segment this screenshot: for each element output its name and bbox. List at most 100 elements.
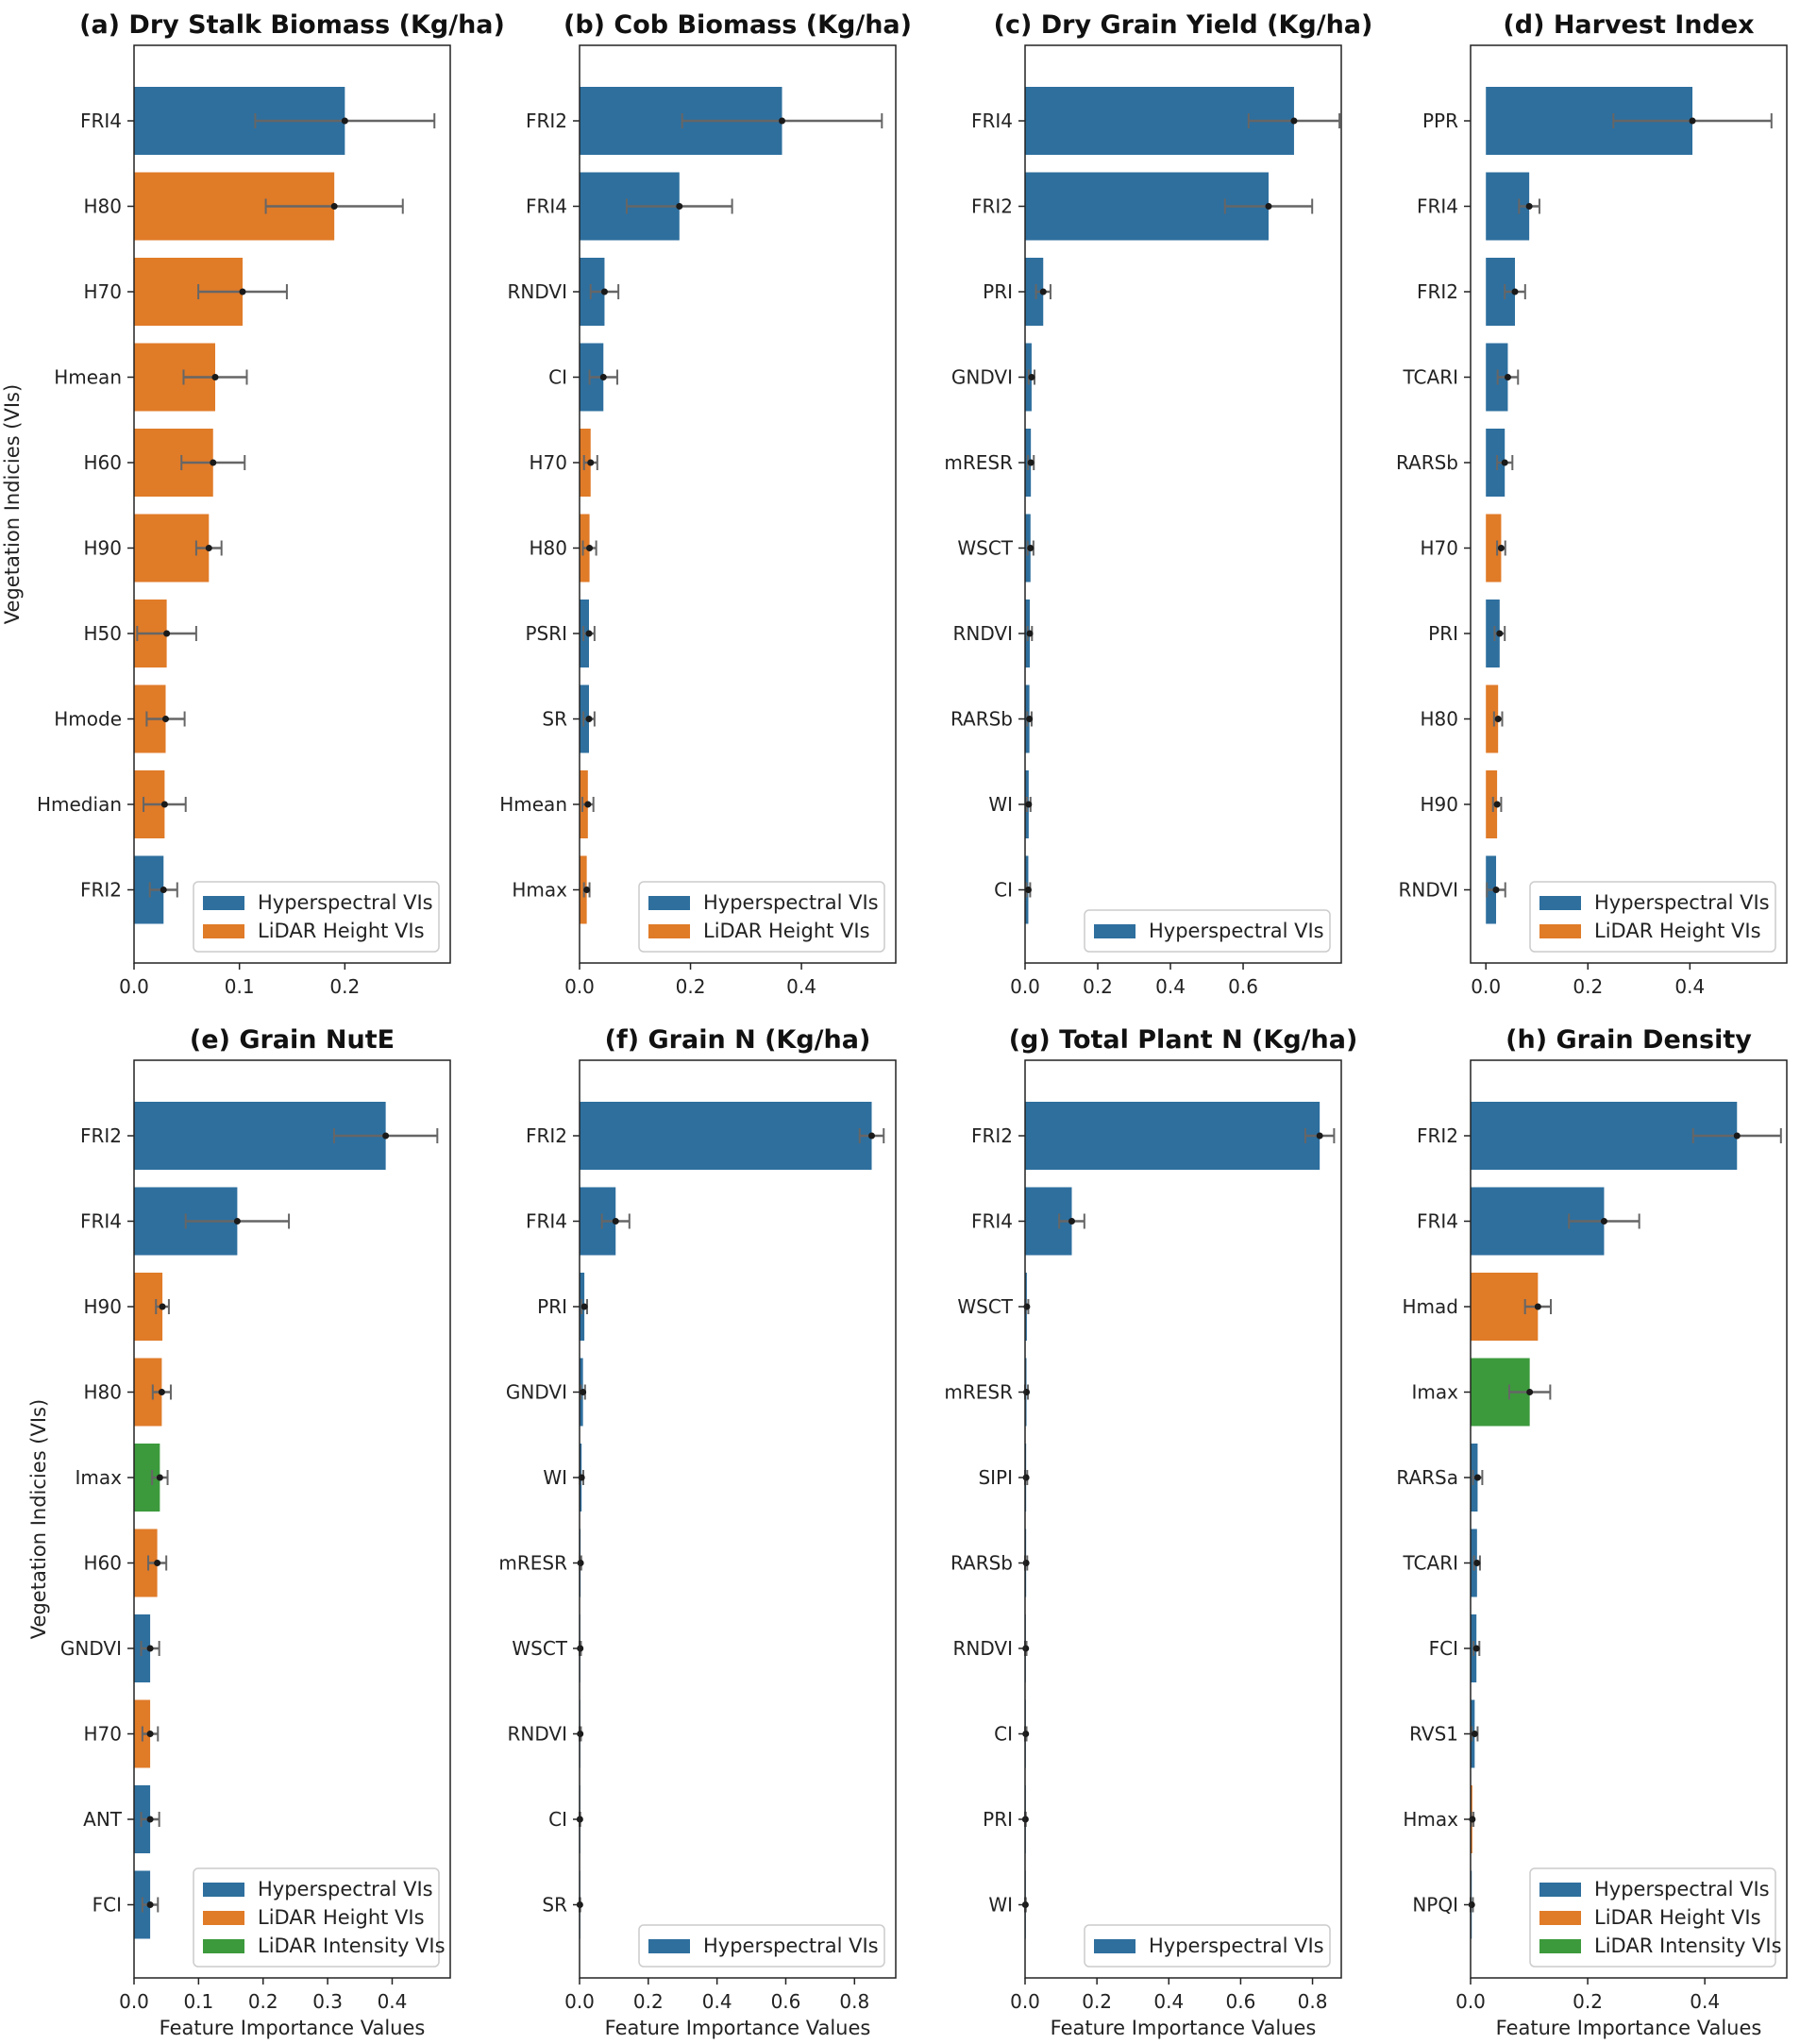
mean-point xyxy=(156,1474,163,1481)
legend: Hyperspectral VIs LiDAR Height VIs xyxy=(193,881,440,953)
x-tick-label: 0.4 xyxy=(1153,1990,1184,2013)
mean-point xyxy=(1494,716,1502,722)
legend-box xyxy=(1529,1867,1776,1968)
mean-point xyxy=(1024,887,1032,893)
y-tick-label: CI xyxy=(994,879,1013,902)
mean-point xyxy=(158,1389,165,1395)
mean-point xyxy=(1027,545,1035,551)
legend: Hyperspectral VIs LiDAR Height VIs LiDAR I… xyxy=(1529,1867,1782,1968)
y-tick-label: FRI2 xyxy=(526,1124,567,1147)
y-tick-label: FRI2 xyxy=(1417,1124,1458,1147)
y-tick-label: FRI2 xyxy=(1417,280,1458,303)
legend-swatch xyxy=(203,1939,244,1953)
legend-label: LiDAR Intensity VIs xyxy=(258,1934,446,1957)
panel-title: (f) Grain N (Kg/ha) xyxy=(605,1025,871,1055)
mean-point xyxy=(585,630,593,637)
legend-box xyxy=(193,1867,440,1968)
legend-label: LiDAR Height VIs xyxy=(1594,1906,1761,1929)
mean-point xyxy=(1316,1132,1323,1140)
y-tick-label: WSCT xyxy=(957,1295,1013,1318)
y-tick-label: Imax xyxy=(76,1466,123,1489)
mean-point xyxy=(583,887,591,893)
mean-point xyxy=(341,117,348,125)
y-tick-label: FRI4 xyxy=(526,1210,567,1233)
y-tick-label: H60 xyxy=(84,451,123,474)
y-tick-label: CI xyxy=(548,366,567,389)
axes-frame xyxy=(1470,1059,1788,1979)
mean-point xyxy=(1534,1303,1541,1310)
x-tick-label: 0.2 xyxy=(1083,975,1113,998)
bar-pri xyxy=(1025,258,1044,326)
mean-point xyxy=(1501,459,1508,466)
y-tick-label: PRI xyxy=(537,1295,567,1318)
x-axis-label: Feature Importance Values xyxy=(605,2017,871,2039)
x-tick-label: 0.0 xyxy=(1010,975,1040,998)
y-tick-label: FRI4 xyxy=(526,195,567,218)
legend-swatch xyxy=(1539,896,1581,910)
axes-frame xyxy=(1024,1059,1342,1979)
legend-box xyxy=(193,881,440,953)
legend-label: LiDAR Height VIs xyxy=(1594,920,1761,942)
y-tick-label: H80 xyxy=(1421,708,1459,731)
mean-point xyxy=(330,203,338,210)
y-tick-label: FRI4 xyxy=(1417,195,1458,218)
mean-point xyxy=(1022,1731,1030,1737)
x-tick-label: 0.2 xyxy=(329,975,360,998)
bar-fri2 xyxy=(580,1102,872,1170)
chart-panel-3: (c) Dry Grain Yield (Kg/ha) FRI4 FRI2 PRI GN… xyxy=(944,10,1372,998)
mean-point xyxy=(1511,288,1519,296)
y-tick-label: PRI xyxy=(1428,622,1458,645)
y-tick-label: FCI xyxy=(93,1894,122,1917)
y-tick-label: H60 xyxy=(84,1552,123,1575)
mean-point xyxy=(586,545,594,551)
y-axis-label: Vegetation Indicies (VIs) xyxy=(1,384,24,624)
x-tick-label: 0.6 xyxy=(1228,975,1258,998)
legend-swatch xyxy=(203,896,244,910)
mean-point xyxy=(162,716,169,722)
legend: Hyperspectral VIs LiDAR Height VIs LiDAR I… xyxy=(193,1867,446,1968)
legend-swatch xyxy=(648,924,690,938)
axes-frame xyxy=(1024,44,1342,964)
legend-box xyxy=(1084,909,1331,953)
legend-swatch xyxy=(1539,1939,1581,1953)
panel-title: (a) Dry Stalk Biomass (Kg/ha) xyxy=(79,10,505,40)
mean-point xyxy=(1504,374,1511,380)
bar-fri2 xyxy=(1025,1102,1321,1170)
x-tick-label: 0.2 xyxy=(676,975,706,998)
x-axis-label: Feature Importance Values xyxy=(160,2017,426,2039)
x-tick-label: 0.4 xyxy=(702,1990,732,2013)
y-tick-label: H80 xyxy=(84,195,123,218)
legend-swatch xyxy=(1539,1883,1581,1897)
mean-point xyxy=(146,1901,154,1908)
y-tick-label: H90 xyxy=(84,537,123,560)
mean-point xyxy=(146,1645,154,1652)
y-tick-label: FRI2 xyxy=(971,195,1013,218)
mean-point xyxy=(211,374,219,380)
x-tick-label: 0.2 xyxy=(1082,1990,1112,2013)
panel-title: (b) Cob Biomass (Kg/ha) xyxy=(564,10,912,40)
mean-point xyxy=(1497,545,1505,551)
legend-box xyxy=(638,1924,885,1968)
chart-panel-8: (h) Grain Density FRI2 FRI4 Hmad Imax RARSa TC… xyxy=(1396,1025,1788,2039)
x-tick-label: 0.8 xyxy=(839,1990,869,2013)
mean-point xyxy=(1026,716,1034,722)
y-tick-label: H90 xyxy=(1421,793,1459,816)
mean-point xyxy=(600,288,608,296)
x-tick-label: 0.6 xyxy=(1226,1990,1256,2013)
y-tick-label: PSRI xyxy=(525,622,567,645)
x-axis-label: Feature Importance Values xyxy=(1496,2017,1762,2039)
y-tick-label: FRI2 xyxy=(526,110,567,132)
mean-point xyxy=(1028,374,1035,380)
mean-point xyxy=(205,545,212,551)
x-tick-label: 0.2 xyxy=(248,1990,278,2013)
y-tick-label: PRI xyxy=(983,280,1013,303)
mean-point xyxy=(580,1389,587,1395)
axes-frame xyxy=(133,44,451,964)
mean-point xyxy=(210,459,217,466)
x-tick-label: 0.0 xyxy=(1455,1990,1486,2013)
bar-h90 xyxy=(1486,770,1498,838)
mean-point xyxy=(159,1303,166,1310)
legend-swatch xyxy=(648,1939,690,1953)
mean-point xyxy=(1473,1474,1481,1481)
y-tick-label: ANT xyxy=(83,1808,123,1831)
